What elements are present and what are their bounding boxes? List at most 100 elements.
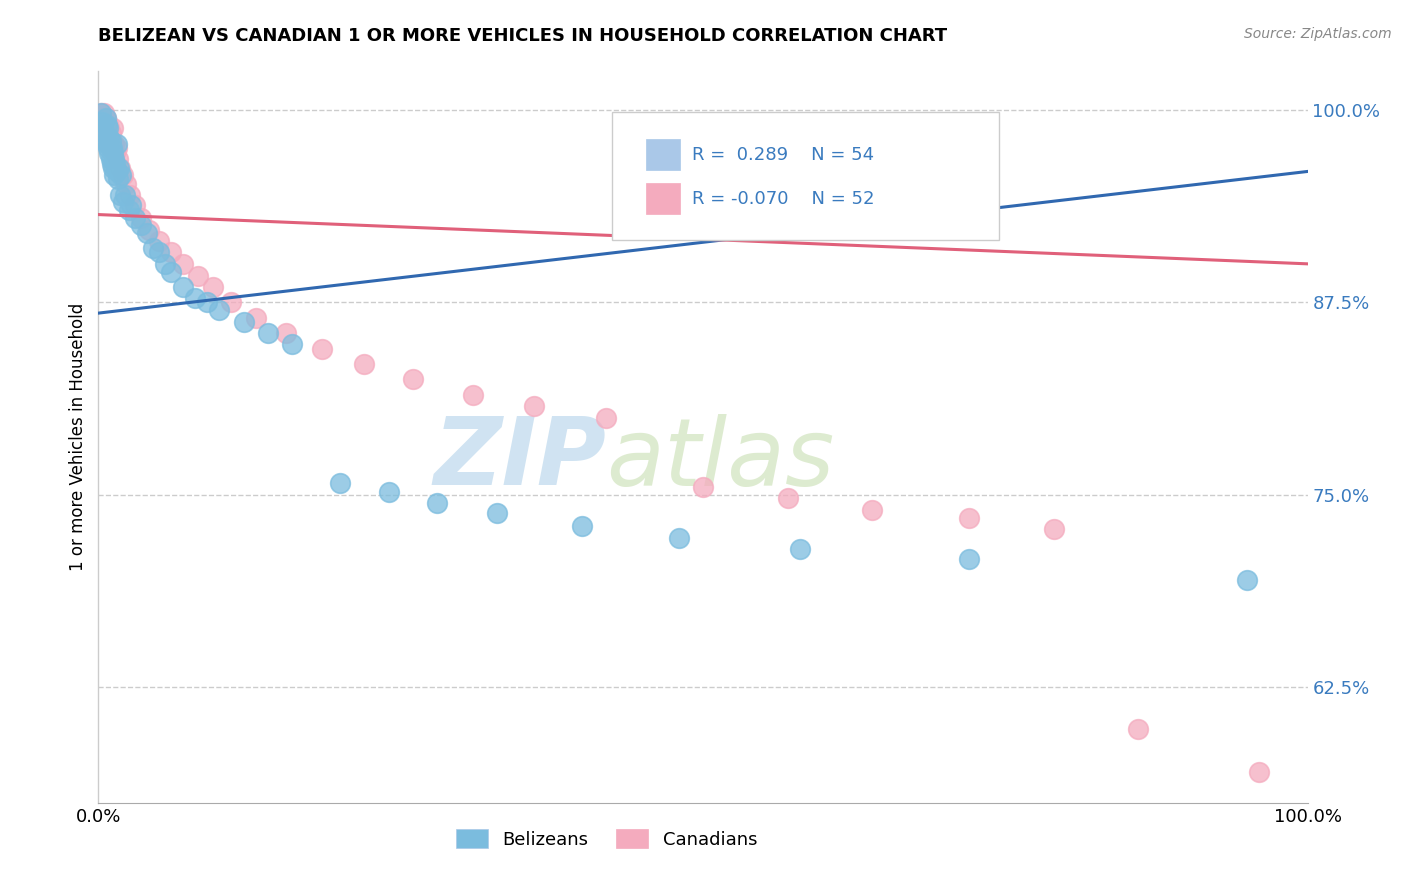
Point [93, 121, 115, 136]
Point [103, 136, 125, 151]
Point [100, 126, 122, 140]
Point [184, 291, 207, 305]
Point [97, 136, 120, 151]
Point [98, 145, 121, 160]
Point [377, 484, 399, 499]
Point [103, 168, 125, 182]
Point [91, 115, 114, 129]
Point [124, 198, 146, 212]
Point [107, 172, 129, 186]
Point [91, 118, 114, 132]
Point [148, 234, 170, 248]
Point [776, 491, 799, 505]
Text: ZIP: ZIP [433, 413, 606, 505]
Point [571, 518, 593, 533]
Point [148, 244, 170, 259]
Bar [647, 139, 681, 170]
Point [100, 134, 122, 148]
Point [1236, 573, 1258, 587]
Point [172, 280, 194, 294]
Point [94, 111, 117, 125]
Point [195, 295, 218, 310]
Text: BELIZEAN VS CANADIAN 1 OR MORE VEHICLES IN HOUSEHOLD CORRELATION CHART: BELIZEAN VS CANADIAN 1 OR MORE VEHICLES … [98, 27, 948, 45]
Point [202, 280, 225, 294]
Point [104, 157, 127, 171]
Point [100, 141, 122, 155]
Point [98, 121, 121, 136]
Point [96, 126, 118, 140]
Point [245, 310, 267, 325]
Point [172, 257, 194, 271]
Point [111, 168, 134, 182]
Point [101, 121, 124, 136]
Point [97, 118, 120, 132]
Point [138, 223, 160, 237]
Point [96, 115, 118, 129]
Point [91, 126, 114, 140]
Point [221, 295, 243, 310]
Text: R = -0.070    N = 52: R = -0.070 N = 52 [692, 190, 875, 208]
Point [463, 388, 485, 402]
Point [135, 226, 157, 240]
Point [426, 495, 449, 509]
Point [93, 106, 115, 120]
Point [108, 187, 131, 202]
Point [860, 503, 883, 517]
Point [232, 315, 254, 329]
Point [107, 152, 129, 166]
Point [114, 187, 136, 202]
Point [91, 121, 114, 136]
Point [668, 531, 690, 545]
Point [187, 269, 209, 284]
Point [523, 399, 546, 413]
Point [1128, 722, 1150, 736]
Point [100, 141, 122, 155]
Point [142, 242, 165, 256]
Point [329, 475, 352, 490]
Point [402, 372, 425, 386]
Point [97, 141, 120, 155]
Point [91, 111, 114, 125]
Point [96, 136, 118, 151]
Point [98, 130, 121, 145]
Text: Source: ZipAtlas.com: Source: ZipAtlas.com [1244, 27, 1392, 41]
Point [789, 541, 811, 556]
Point [110, 168, 132, 182]
Point [957, 552, 980, 566]
Point [101, 145, 124, 160]
Point [100, 136, 122, 151]
Point [97, 121, 120, 136]
Point [100, 152, 122, 166]
Point [96, 118, 118, 132]
Point [105, 141, 128, 155]
Point [111, 195, 134, 210]
Text: atlas: atlas [606, 414, 835, 505]
Point [120, 198, 142, 212]
Point [94, 130, 117, 145]
Point [1249, 764, 1271, 779]
Point [105, 164, 128, 178]
Bar [647, 183, 681, 214]
Y-axis label: 1 or more Vehicles in Household: 1 or more Vehicles in Household [69, 303, 87, 571]
Point [274, 326, 297, 340]
Point [692, 480, 714, 494]
Point [94, 111, 117, 125]
Point [208, 303, 231, 318]
Point [256, 326, 278, 340]
Point [91, 115, 114, 129]
Point [957, 511, 980, 525]
Point [281, 337, 304, 351]
Point [108, 161, 131, 176]
Point [90, 106, 112, 120]
Point [486, 506, 509, 520]
Point [153, 257, 176, 271]
FancyBboxPatch shape [613, 112, 1000, 240]
Point [101, 161, 124, 176]
Point [105, 136, 128, 151]
Point [311, 342, 333, 356]
Point [104, 145, 127, 160]
Point [101, 141, 124, 155]
Point [160, 244, 183, 259]
Point [100, 157, 122, 171]
Point [118, 187, 141, 202]
